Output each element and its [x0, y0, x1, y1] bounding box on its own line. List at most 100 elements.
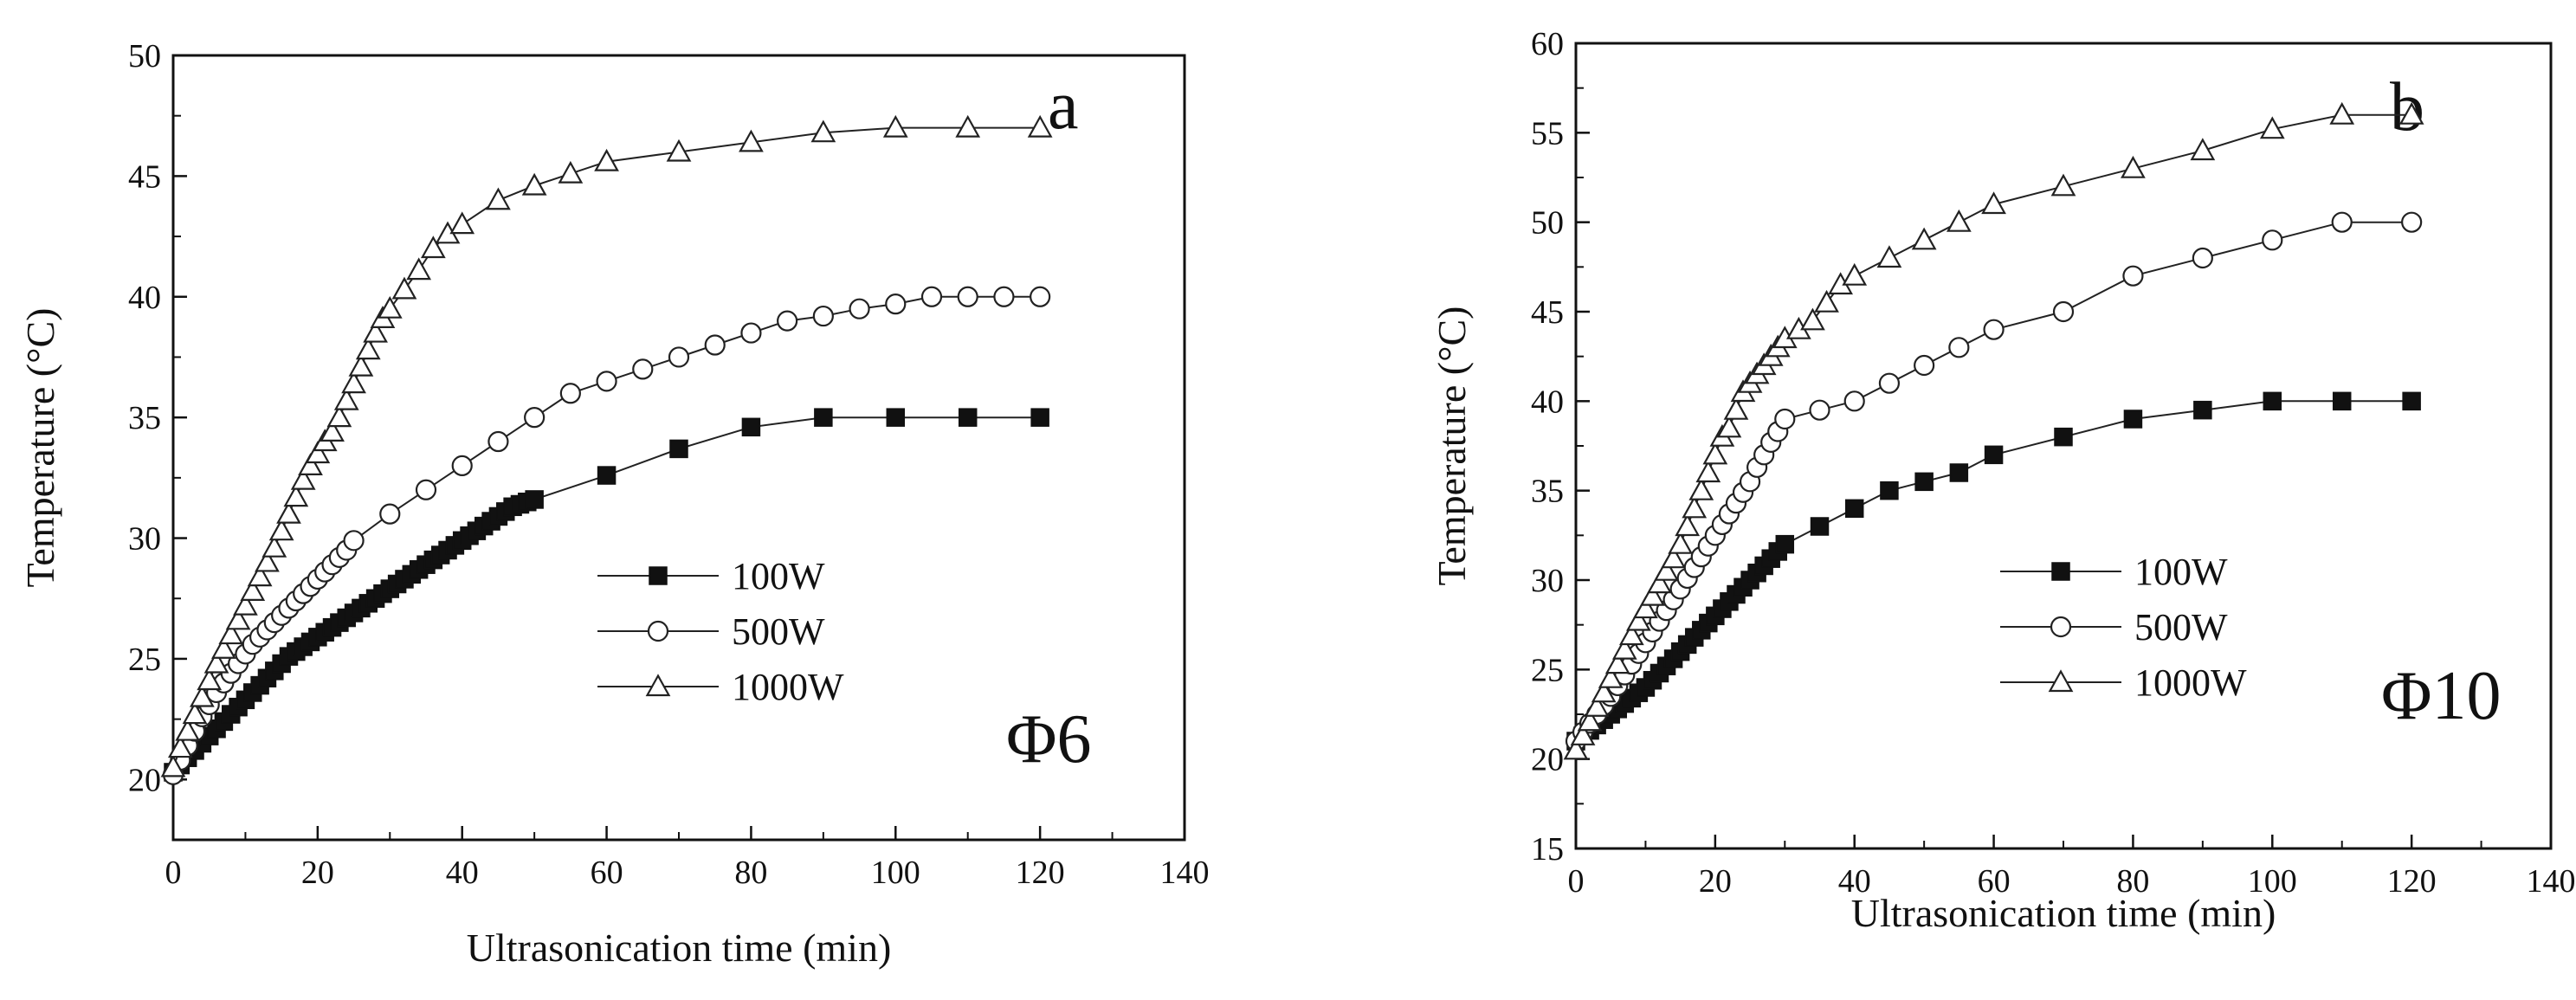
data-point	[814, 408, 833, 427]
data-point	[1876, 245, 1902, 268]
data-point	[1688, 477, 1714, 500]
data-point	[2331, 211, 2353, 233]
data-point	[704, 334, 726, 356]
data-point	[669, 439, 688, 459]
data-point	[1844, 499, 1864, 519]
data-point	[521, 172, 547, 196]
data-point	[283, 484, 309, 507]
data-point	[2332, 391, 2352, 411]
x-tick-label: 80	[734, 855, 767, 891]
y-tick-label: 30	[128, 521, 161, 558]
data-point	[1810, 517, 1830, 536]
data-point	[290, 467, 316, 490]
data-point	[597, 466, 617, 485]
x-tick-label: 0	[1568, 863, 1585, 900]
series-500W	[1565, 211, 2423, 752]
x-tick-label: 100	[2248, 863, 2297, 900]
data-point	[326, 404, 352, 428]
series-1000W	[160, 114, 1053, 777]
data-point	[2263, 391, 2282, 411]
data-point	[247, 564, 273, 587]
chart-b-svg: 0 20 40 60 80 100 120 14015202530354045505560Ul…	[1430, 26, 2576, 935]
data-point	[1949, 463, 1969, 482]
y-tick-label: 25	[128, 642, 161, 678]
data-point	[1843, 390, 1865, 412]
data-point	[1800, 307, 1825, 331]
data-point	[1911, 227, 1937, 250]
y-tick-label: 30	[1531, 563, 1564, 599]
legend-marker	[2050, 616, 2072, 638]
y-tick-label: 25	[1531, 652, 1564, 688]
panel-b: 0 20 40 60 80 100 120 140 15 20 25 30 35 40 45 50 55 60 Ul…	[1394, 0, 2576, 996]
x-tick-label: 60	[591, 855, 623, 891]
x-tick-label: 0	[165, 855, 182, 891]
data-point	[1984, 445, 2004, 465]
data-point	[2192, 247, 2213, 269]
data-point	[740, 322, 762, 344]
data-point	[777, 310, 798, 332]
data-point	[2050, 173, 2076, 197]
data-point	[1842, 262, 1868, 286]
y-tick-label: 20	[128, 762, 161, 798]
data-point	[1946, 209, 1972, 232]
legend-marker	[2051, 562, 2070, 581]
data-point	[596, 371, 617, 392]
data-point	[225, 607, 251, 630]
x-tick-label: 140	[1160, 855, 1210, 891]
data-point	[1563, 737, 1589, 760]
data-point	[1647, 571, 1672, 594]
y-tick-label: 60	[1531, 26, 1564, 62]
data-point	[958, 408, 978, 427]
x-tick-label: 40	[446, 855, 479, 891]
y-axis-title: Temperature (°C)	[1430, 306, 1474, 586]
data-point	[666, 139, 692, 162]
data-point	[1981, 191, 2006, 215]
data-point	[1695, 460, 1721, 483]
data-point	[355, 337, 381, 360]
data-point	[1654, 558, 1679, 581]
data-point	[1570, 723, 1596, 745]
x-tick-label: 100	[871, 855, 920, 891]
x-tick-label: 140	[2527, 863, 2576, 900]
data-point	[1030, 408, 1049, 427]
data-point	[203, 650, 229, 674]
legend-label: 500W	[732, 610, 825, 653]
data-point	[451, 455, 473, 477]
chart-a-svg: 0 20 40 60 80 100 120 140 20 25 30 35 40 45 50 Ultrason…	[18, 38, 1210, 970]
data-point	[955, 114, 981, 138]
y-tick-label: 20	[1531, 742, 1564, 778]
data-point	[524, 407, 546, 429]
data-point	[167, 735, 193, 758]
y-tick-label: 40	[1531, 384, 1564, 420]
data-point	[343, 530, 365, 552]
panel-letter: b	[2390, 69, 2424, 145]
data-point	[415, 479, 437, 500]
data-point	[406, 257, 432, 281]
data-point	[882, 114, 908, 138]
series-1000W	[1563, 101, 2424, 760]
panel-tag: Φ6	[1006, 701, 1091, 777]
data-point	[333, 387, 359, 410]
data-point	[1598, 665, 1624, 688]
data-point	[2121, 155, 2146, 178]
data-point	[1878, 372, 1901, 394]
data-point	[2401, 211, 2423, 233]
data-point	[1633, 596, 1658, 619]
x-tick-label: 120	[2387, 863, 2437, 900]
data-point	[1809, 399, 1830, 421]
legend-marker	[2048, 669, 2074, 693]
data-point	[240, 578, 266, 601]
series-line	[172, 126, 1041, 768]
legend-label: 100W	[2134, 551, 2228, 593]
data-point	[1618, 623, 1644, 646]
y-tick-label: 15	[1531, 831, 1564, 868]
data-point	[1682, 495, 1708, 519]
data-point	[920, 286, 943, 307]
data-point	[1775, 534, 1795, 554]
data-point	[2402, 391, 2421, 411]
y-tick-label: 40	[128, 280, 161, 316]
data-point	[2262, 229, 2283, 251]
panel-letter: a	[1048, 68, 1079, 144]
data-point	[1983, 319, 2005, 340]
